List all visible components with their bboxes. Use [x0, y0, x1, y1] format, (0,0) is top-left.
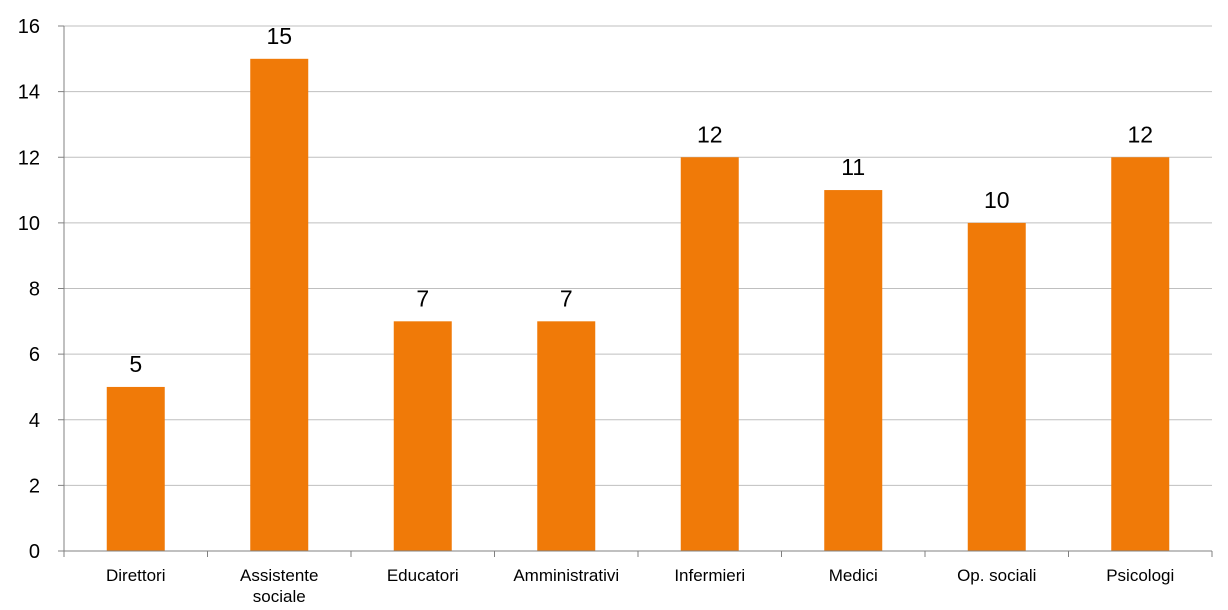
x-category-label-line: Psicologi	[1106, 566, 1174, 585]
data-labels: 5 15 7 7 12 11 10 12	[129, 23, 1153, 377]
x-category-label: Assistente sociale	[240, 566, 318, 606]
bar	[967, 222, 1026, 551]
bar	[824, 190, 883, 551]
y-tick-labels: 0 2 4 6 8 10 12 14 16	[18, 16, 40, 563]
bar	[106, 386, 165, 551]
y-tick-label: 6	[29, 344, 40, 366]
y-tick-label: 4	[29, 410, 40, 432]
data-label: 10	[984, 187, 1010, 213]
data-label: 7	[560, 285, 573, 311]
data-label: 12	[697, 121, 723, 147]
x-category-label-line: Op. sociali	[957, 566, 1036, 585]
x-category-label-line: sociale	[253, 587, 306, 606]
bar	[393, 321, 452, 551]
x-category-label: Medici	[829, 566, 878, 585]
y-tick-label: 0	[29, 541, 40, 563]
x-category-label-line: Direttori	[106, 566, 166, 585]
x-category-label-line: Educatori	[387, 566, 459, 585]
x-category-label-line: Assistente	[240, 566, 318, 585]
bar	[680, 157, 739, 551]
x-category-label-line: Infermieri	[674, 566, 745, 585]
data-label: 7	[416, 285, 429, 311]
bars	[106, 58, 1170, 551]
y-tick-label: 2	[29, 475, 40, 497]
y-tick-label: 14	[18, 82, 40, 104]
data-label: 11	[841, 154, 865, 180]
x-category-label: Direttori	[106, 566, 166, 585]
gridlines	[64, 25, 1212, 486]
x-category-labels: Direttori Assistente sociale Educatori Ammin…	[106, 566, 1174, 606]
data-label: 15	[266, 23, 292, 49]
y-tick-label: 8	[29, 279, 40, 301]
bar	[1111, 157, 1170, 551]
x-category-label: Op. sociali	[957, 566, 1036, 585]
x-category-label: Educatori	[387, 566, 459, 585]
data-label: 5	[129, 351, 142, 377]
x-category-label-line: Medici	[829, 566, 878, 585]
y-tick-label: 12	[18, 147, 40, 169]
x-category-label-line: Amministrativi	[513, 566, 619, 585]
y-tick-label: 10	[18, 213, 40, 235]
bar	[537, 321, 596, 551]
axes	[58, 25, 1213, 557]
bar	[250, 58, 309, 551]
x-category-label: Infermieri	[674, 566, 745, 585]
data-label: 12	[1127, 121, 1153, 147]
x-category-label: Psicologi	[1106, 566, 1174, 585]
y-tick-label: 16	[18, 16, 40, 38]
x-category-label: Amministrativi	[513, 566, 619, 585]
